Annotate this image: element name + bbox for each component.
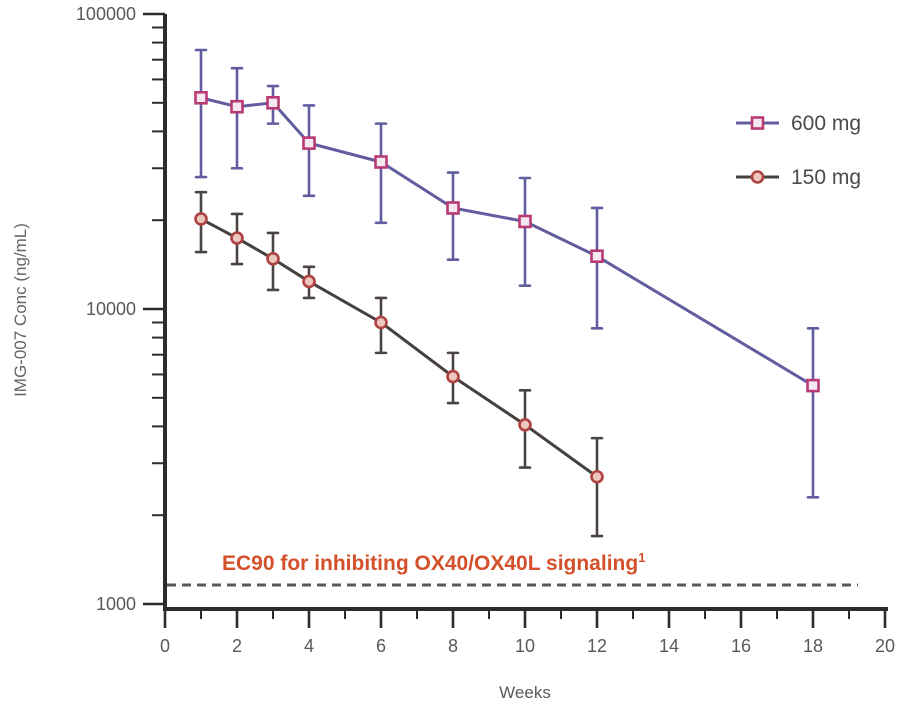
data-point-marker-600-mg [806, 378, 820, 393]
x-tick-label: 12 [587, 636, 607, 656]
data-point-marker-600-mg [302, 136, 316, 150]
ec90-annotation-label: EC90 for inhibiting OX40/OX40L signaling… [222, 550, 645, 575]
data-point-marker-600-mg [230, 99, 244, 114]
data-point-marker-150-mg [194, 212, 208, 226]
data-point-marker-150-mg [590, 469, 604, 484]
data-point-marker-600-mg [446, 201, 460, 215]
legend-label-600-mg: 600 mg [791, 112, 861, 135]
x-tick-label: 8 [448, 636, 458, 656]
data-point-marker-150-mg [374, 315, 388, 330]
y-tick-label: 10000 [86, 299, 136, 319]
x-tick-label: 16 [731, 636, 751, 656]
y-tick-label: 1000 [96, 594, 136, 614]
x-tick-label: 4 [304, 636, 314, 656]
x-tick-label: 14 [659, 636, 679, 656]
data-point-marker-600-mg [266, 96, 280, 110]
series-line-600-mg [200, 96, 814, 387]
ec90-annotation-superscript: 1 [638, 550, 645, 565]
x-tick-label: 20 [875, 636, 895, 656]
y-tick-label: 100000 [76, 4, 136, 24]
legend: 600 mg 150 mg [736, 112, 861, 189]
series-150-mg [194, 190, 604, 538]
data-point-marker-150-mg [446, 369, 460, 384]
x-tick-label: 6 [376, 636, 386, 656]
data-point-marker-600-mg [194, 90, 208, 105]
x-tick-label: 2 [232, 636, 242, 656]
y-axis-title: IMG-007 Conc (ng/mL) [11, 223, 30, 397]
legend-label-150-mg: 150 mg [791, 166, 861, 189]
x-axis-title: Weeks [499, 683, 551, 702]
legend-marker-150-mg [750, 170, 765, 184]
data-point-marker-600-mg [518, 214, 532, 229]
legend-item-600-mg: 600 mg [736, 112, 861, 135]
series-line-150-mg [200, 217, 598, 478]
x-tick-label: 18 [803, 636, 823, 656]
data-point-marker-600-mg [374, 155, 388, 169]
data-point-marker-600-mg [590, 249, 604, 264]
x-tick-label: 0 [160, 636, 170, 656]
data-point-marker-150-mg [518, 418, 532, 432]
data-point-marker-150-mg [230, 231, 244, 245]
legend-item-150-mg: 150 mg [736, 166, 861, 189]
data-point-marker-150-mg [302, 274, 316, 289]
data-point-marker-150-mg [266, 251, 280, 266]
legend-marker-600-mg [750, 116, 765, 130]
x-tick-label: 10 [515, 636, 535, 656]
series-600-mg [194, 48, 820, 499]
